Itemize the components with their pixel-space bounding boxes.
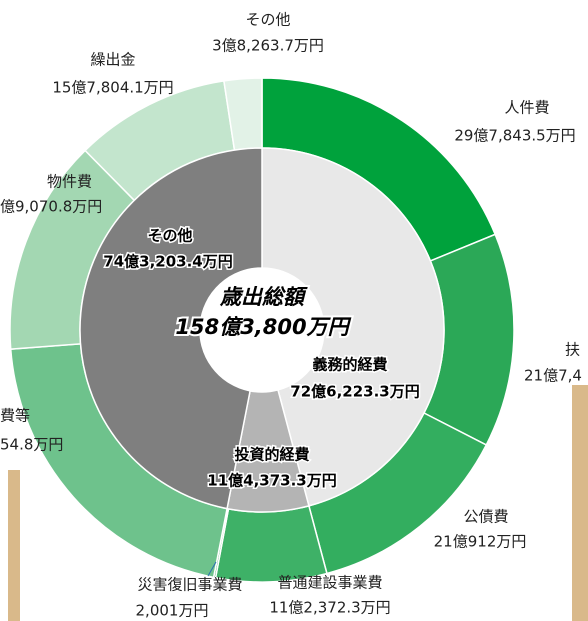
slice-label: その他 xyxy=(147,227,192,245)
value-label: 21億7,4 xyxy=(524,367,582,385)
value-label: 15億7,804.1万円 xyxy=(52,79,173,97)
value-label: 11億4,373.3万円 xyxy=(207,472,336,490)
value-label: 21億912万円 xyxy=(434,533,527,551)
slice-label: 投資的経費 xyxy=(234,446,309,464)
value-label: 72億6,223.3万円 xyxy=(290,383,419,401)
slice-label: 人件費 xyxy=(504,99,549,117)
value-label: 29億7,843.5万円 xyxy=(454,127,575,145)
value-label: 億9,070.8万円 xyxy=(0,198,102,216)
slice xyxy=(216,506,327,582)
chart: 人件費 29億7,843.5万円扶 21億7,4 公債費 21億912万円普通建設事業費… xyxy=(0,0,588,621)
slice-label: その他 xyxy=(245,11,290,29)
slice-label: 災害復旧事業費 xyxy=(137,576,242,594)
value-label: 11億2,372.3万円 xyxy=(269,599,390,617)
slice-label: 扶 xyxy=(565,341,580,359)
slice-label: 公債費 xyxy=(463,508,508,526)
decoration xyxy=(8,470,20,621)
center-total: 158億3,800万円 xyxy=(175,315,351,339)
value-label: 74億3,203.4万円 xyxy=(103,253,232,271)
slice-label: 物件費 xyxy=(47,173,92,191)
slice-label: 費等 xyxy=(0,407,30,425)
value-label: 3億8,263.7万円 xyxy=(212,37,324,55)
value-label: 2,001万円 xyxy=(136,602,209,620)
center-title: 歳出総額 xyxy=(219,285,308,309)
decoration xyxy=(572,385,588,621)
slice-label: 普通建設事業費 xyxy=(277,574,382,592)
slice-label: 義務的経費 xyxy=(312,356,387,374)
slice-label: 繰出金 xyxy=(90,51,135,69)
value-label: 54.8万円 xyxy=(0,436,63,454)
